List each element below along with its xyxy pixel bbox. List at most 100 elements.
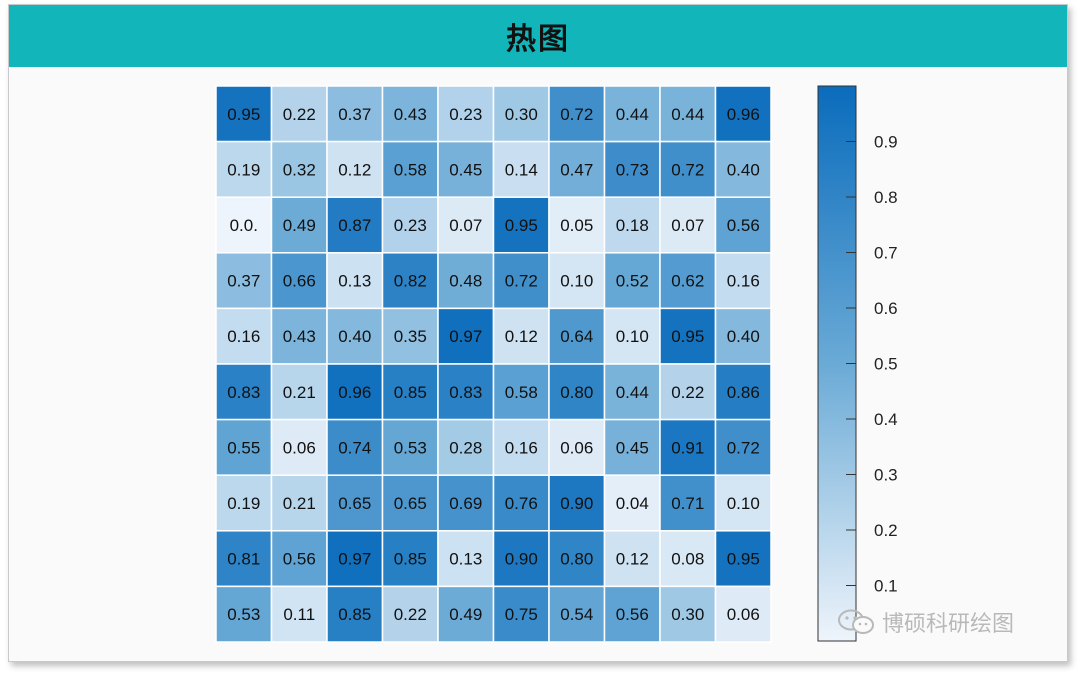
- heatmap-cell: [270, 418, 328, 476]
- cell-label: 0.08: [671, 550, 704, 569]
- heatmap-cell: [381, 252, 439, 310]
- heatmap-cell: [603, 307, 661, 365]
- cell-label: 0.04: [616, 494, 649, 513]
- wechat-icon: [838, 609, 874, 634]
- cell-label: 0.40: [727, 327, 760, 346]
- title-bar: 热图: [9, 5, 1067, 67]
- cell-label: 0.23: [394, 216, 427, 235]
- cell-label: 0.11: [283, 605, 315, 624]
- cell-label: 0.21: [283, 383, 316, 402]
- cell-label: 0.72: [727, 438, 760, 457]
- heatmap-cell: [215, 252, 273, 310]
- cell-label: 0.10: [560, 272, 593, 291]
- cell-label: 0.22: [394, 605, 427, 624]
- cell-label: 0.96: [338, 383, 371, 402]
- cell-label: 0.37: [338, 105, 371, 124]
- cell-label: 0.06: [283, 438, 316, 457]
- cell-label: 0.72: [560, 105, 593, 124]
- heatmap-cell: [492, 140, 550, 198]
- cell-label: 0.07: [449, 216, 482, 235]
- cell-label: 0.23: [449, 105, 482, 124]
- heatmap-cell: [437, 474, 495, 532]
- cell-label: 0.44: [616, 105, 649, 124]
- cell-label: 0.48: [449, 272, 482, 291]
- heatmap-cell: [492, 585, 550, 643]
- cell-label: 0.83: [227, 383, 260, 402]
- cell-label: 0.72: [505, 272, 538, 291]
- heatmap-cell: [659, 196, 717, 254]
- cell-label: 0.12: [505, 327, 538, 346]
- cell-label: 0.74: [338, 438, 371, 457]
- cell-label: 0.13: [338, 272, 371, 291]
- cell-label: 0.66: [283, 272, 316, 291]
- watermark: 博硕科研绘图: [836, 606, 1014, 638]
- heatmap-cell: [437, 196, 495, 254]
- cell-label: 0.90: [560, 494, 593, 513]
- cell-label: 0.06: [560, 438, 593, 457]
- cell-label: 0.16: [227, 327, 260, 346]
- heatmap-cell: [270, 252, 328, 310]
- heatmap-cell: [215, 307, 273, 365]
- heatmap-cell: [659, 585, 717, 643]
- cell-label: 0.44: [671, 105, 704, 124]
- heatmap-cell: [270, 585, 328, 643]
- heatmap-cell: [437, 585, 495, 643]
- page-title: 热图: [506, 22, 570, 57]
- heatmap-cell: [492, 196, 550, 254]
- cell-label: 0.76: [505, 494, 538, 513]
- heatmap-cell: [381, 307, 439, 365]
- watermark-text: 博硕科研绘图: [882, 612, 1015, 637]
- cell-label: 0.19: [227, 494, 260, 513]
- colorbar-tick-label: 0.1: [874, 577, 898, 596]
- cell-label: 0.12: [338, 160, 371, 179]
- heatmap-cells: 0.95 0.22 0.37 0.43 0.23 0.30 0.72 0.44 0.44 0.96…: [215, 85, 772, 643]
- cell-label: 0.35: [394, 327, 427, 346]
- cell-label: 0.75: [505, 605, 538, 624]
- cell-label: 0.81: [227, 550, 260, 569]
- heatmap-cell: [437, 85, 495, 143]
- cell-label: 0.73: [616, 160, 649, 179]
- cell-label: 0.06: [727, 605, 760, 624]
- cell-label: 0.80: [560, 383, 593, 402]
- heatmap-cell: [326, 363, 384, 421]
- cell-label: 0.64: [560, 327, 593, 346]
- cell-label: 0.40: [727, 160, 760, 179]
- heatmap-cell: [326, 196, 384, 254]
- cell-label: 0.62: [671, 272, 704, 291]
- heatmap-cell: [492, 252, 550, 310]
- heatmap-cell: [714, 585, 772, 643]
- heatmap-cell: [714, 252, 772, 310]
- cell-label: 0.96: [727, 105, 760, 124]
- heatmap-cell: [492, 307, 550, 365]
- cell-label: 0.45: [449, 160, 482, 179]
- cell-label: 0.30: [505, 105, 538, 124]
- heatmap-cell: [603, 474, 661, 532]
- cell-label: 0.97: [449, 327, 482, 346]
- cell-label: 0.43: [283, 327, 316, 346]
- heatmap-cell: [326, 585, 384, 643]
- cell-label: 0.18: [616, 216, 649, 235]
- cell-label: 0.90: [505, 550, 538, 569]
- colorbar-tick-label: 0.3: [874, 466, 898, 485]
- cell-label: 0.10: [616, 327, 649, 346]
- colorbar-tick-label: 0.4: [874, 410, 898, 429]
- cell-label: 0.56: [727, 216, 760, 235]
- cell-label: 0.56: [283, 550, 316, 569]
- cell-label: 0.37: [227, 272, 260, 291]
- colorbar-tick-label: 0.9: [874, 133, 898, 152]
- cell-label: 0.71: [671, 494, 704, 513]
- cell-label: 0.54: [560, 605, 593, 624]
- cell-label: 0.85: [394, 550, 427, 569]
- cell-label: 0.13: [449, 550, 482, 569]
- heatmap-cell: [215, 363, 273, 421]
- heatmap-cell: [270, 196, 328, 254]
- cell-label: 0.43: [394, 105, 427, 124]
- heatmap-cell: [326, 474, 384, 532]
- heatmap-cell: [603, 585, 661, 643]
- cell-label: 0.65: [338, 494, 371, 513]
- heatmap-cell: [548, 140, 606, 198]
- cell-label: 0.32: [283, 160, 316, 179]
- cell-label: 0.69: [449, 494, 482, 513]
- cell-label: 0.83: [449, 383, 482, 402]
- cell-label: 0.16: [505, 438, 538, 457]
